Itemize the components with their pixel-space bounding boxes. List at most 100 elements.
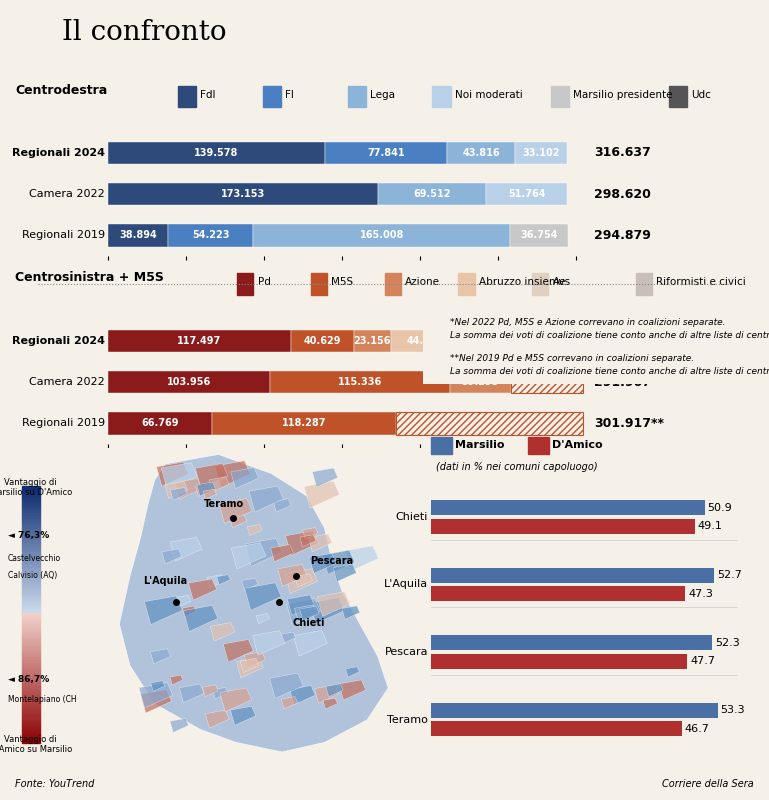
Text: D'Amico: D'Amico (552, 440, 602, 450)
Text: Pd: Pd (258, 277, 271, 286)
Bar (22, 590, 40, 593)
Text: Chieti: Chieti (293, 618, 325, 627)
Bar (108, 182, 378, 206)
Bar (22, 574, 40, 577)
Polygon shape (295, 574, 313, 587)
Text: Regionali 2019: Regionali 2019 (22, 418, 105, 428)
Bar (22, 559, 40, 562)
Polygon shape (195, 484, 212, 496)
Text: Il confronto: Il confronto (62, 18, 226, 46)
Bar (270, 370, 450, 394)
Text: 294.879: 294.879 (594, 229, 651, 242)
Polygon shape (210, 622, 235, 641)
Bar (22, 566, 40, 570)
Text: Regionali 2019: Regionali 2019 (22, 230, 105, 240)
Bar (22, 491, 40, 494)
Bar (22, 603, 40, 606)
Text: 23.156: 23.156 (354, 336, 391, 346)
Text: 77.841: 77.841 (368, 148, 405, 158)
Text: Pescara: Pescara (311, 557, 354, 566)
Bar (22, 691, 40, 694)
Polygon shape (145, 596, 182, 625)
Bar (22, 593, 40, 595)
Bar (460, 330, 518, 352)
Polygon shape (179, 684, 205, 702)
Bar (447, 142, 515, 164)
Bar (423, 312, 443, 332)
Bar (22, 655, 40, 658)
Bar (22, 676, 40, 678)
Bar (22, 624, 40, 626)
Bar (108, 142, 325, 164)
Bar (22, 486, 40, 489)
Bar (22, 702, 40, 704)
Bar (532, 273, 548, 295)
Polygon shape (151, 649, 171, 664)
Bar (22, 510, 40, 512)
Polygon shape (287, 598, 321, 624)
Polygon shape (161, 549, 181, 564)
Bar (22, 686, 40, 689)
Bar (450, 370, 511, 394)
Polygon shape (256, 614, 269, 624)
Text: 165.008: 165.008 (359, 230, 404, 240)
Polygon shape (175, 478, 202, 499)
Text: La somma dei voti di coalizione tiene conto anche di altre liste di centrosinist: La somma dei voti di coalizione tiene co… (450, 367, 769, 377)
Text: M5S: M5S (331, 277, 354, 286)
Bar (108, 224, 168, 246)
Text: 49.1: 49.1 (697, 521, 723, 531)
Bar (22, 562, 40, 564)
Bar (22, 678, 40, 681)
Bar (22, 505, 40, 507)
Bar (431, 722, 682, 736)
Text: ◄ 86,7%: ◄ 86,7% (8, 675, 49, 684)
Polygon shape (294, 630, 328, 656)
Text: 301.917**: 301.917** (594, 417, 664, 430)
Bar (22, 645, 40, 647)
Bar (22, 587, 40, 590)
Bar (22, 598, 40, 601)
Bar (22, 564, 40, 566)
Text: 50.9: 50.9 (707, 502, 732, 513)
Text: Pescara: Pescara (384, 647, 428, 657)
Bar (396, 412, 584, 434)
Polygon shape (285, 531, 318, 555)
Text: Azione: Azione (405, 277, 440, 286)
Text: 44.353: 44.353 (406, 336, 444, 346)
Bar (22, 536, 40, 538)
Bar (22, 601, 40, 603)
Bar (431, 437, 452, 454)
Bar (22, 683, 40, 686)
Text: Chieti: Chieti (395, 512, 428, 522)
Bar (22, 543, 40, 546)
Bar (22, 722, 40, 725)
Bar (22, 642, 40, 645)
Text: Lega: Lega (370, 90, 394, 100)
Text: Fonte: YouТrend: Fonte: YouТrend (15, 779, 95, 789)
Polygon shape (188, 579, 217, 600)
Bar (22, 556, 40, 559)
Bar (22, 497, 40, 499)
Text: Montelapiano (CH): Montelapiano (CH) (8, 695, 79, 704)
Bar (22, 614, 40, 616)
Text: 291.967*: 291.967* (594, 376, 657, 389)
Text: 69.512: 69.512 (413, 189, 451, 199)
Polygon shape (184, 606, 218, 631)
Text: Castelvecchio: Castelvecchio (8, 554, 61, 563)
Polygon shape (141, 690, 171, 713)
Bar (22, 551, 40, 554)
Polygon shape (195, 463, 228, 488)
Polygon shape (151, 681, 165, 691)
Polygon shape (175, 595, 191, 608)
Polygon shape (248, 525, 262, 536)
Bar (22, 666, 40, 668)
Polygon shape (231, 706, 256, 726)
Polygon shape (273, 498, 291, 512)
Polygon shape (205, 710, 229, 728)
Text: L'Aquila: L'Aquila (384, 579, 428, 590)
Text: Abruzzo insieme: Abruzzo insieme (479, 277, 565, 286)
Bar (22, 530, 40, 533)
Text: Vantaggio di
D'Amico su Marsilio: Vantaggio di D'Amico su Marsilio (0, 735, 72, 754)
Bar (22, 541, 40, 543)
Text: Riformisti e civici: Riformisti e civici (656, 277, 746, 286)
